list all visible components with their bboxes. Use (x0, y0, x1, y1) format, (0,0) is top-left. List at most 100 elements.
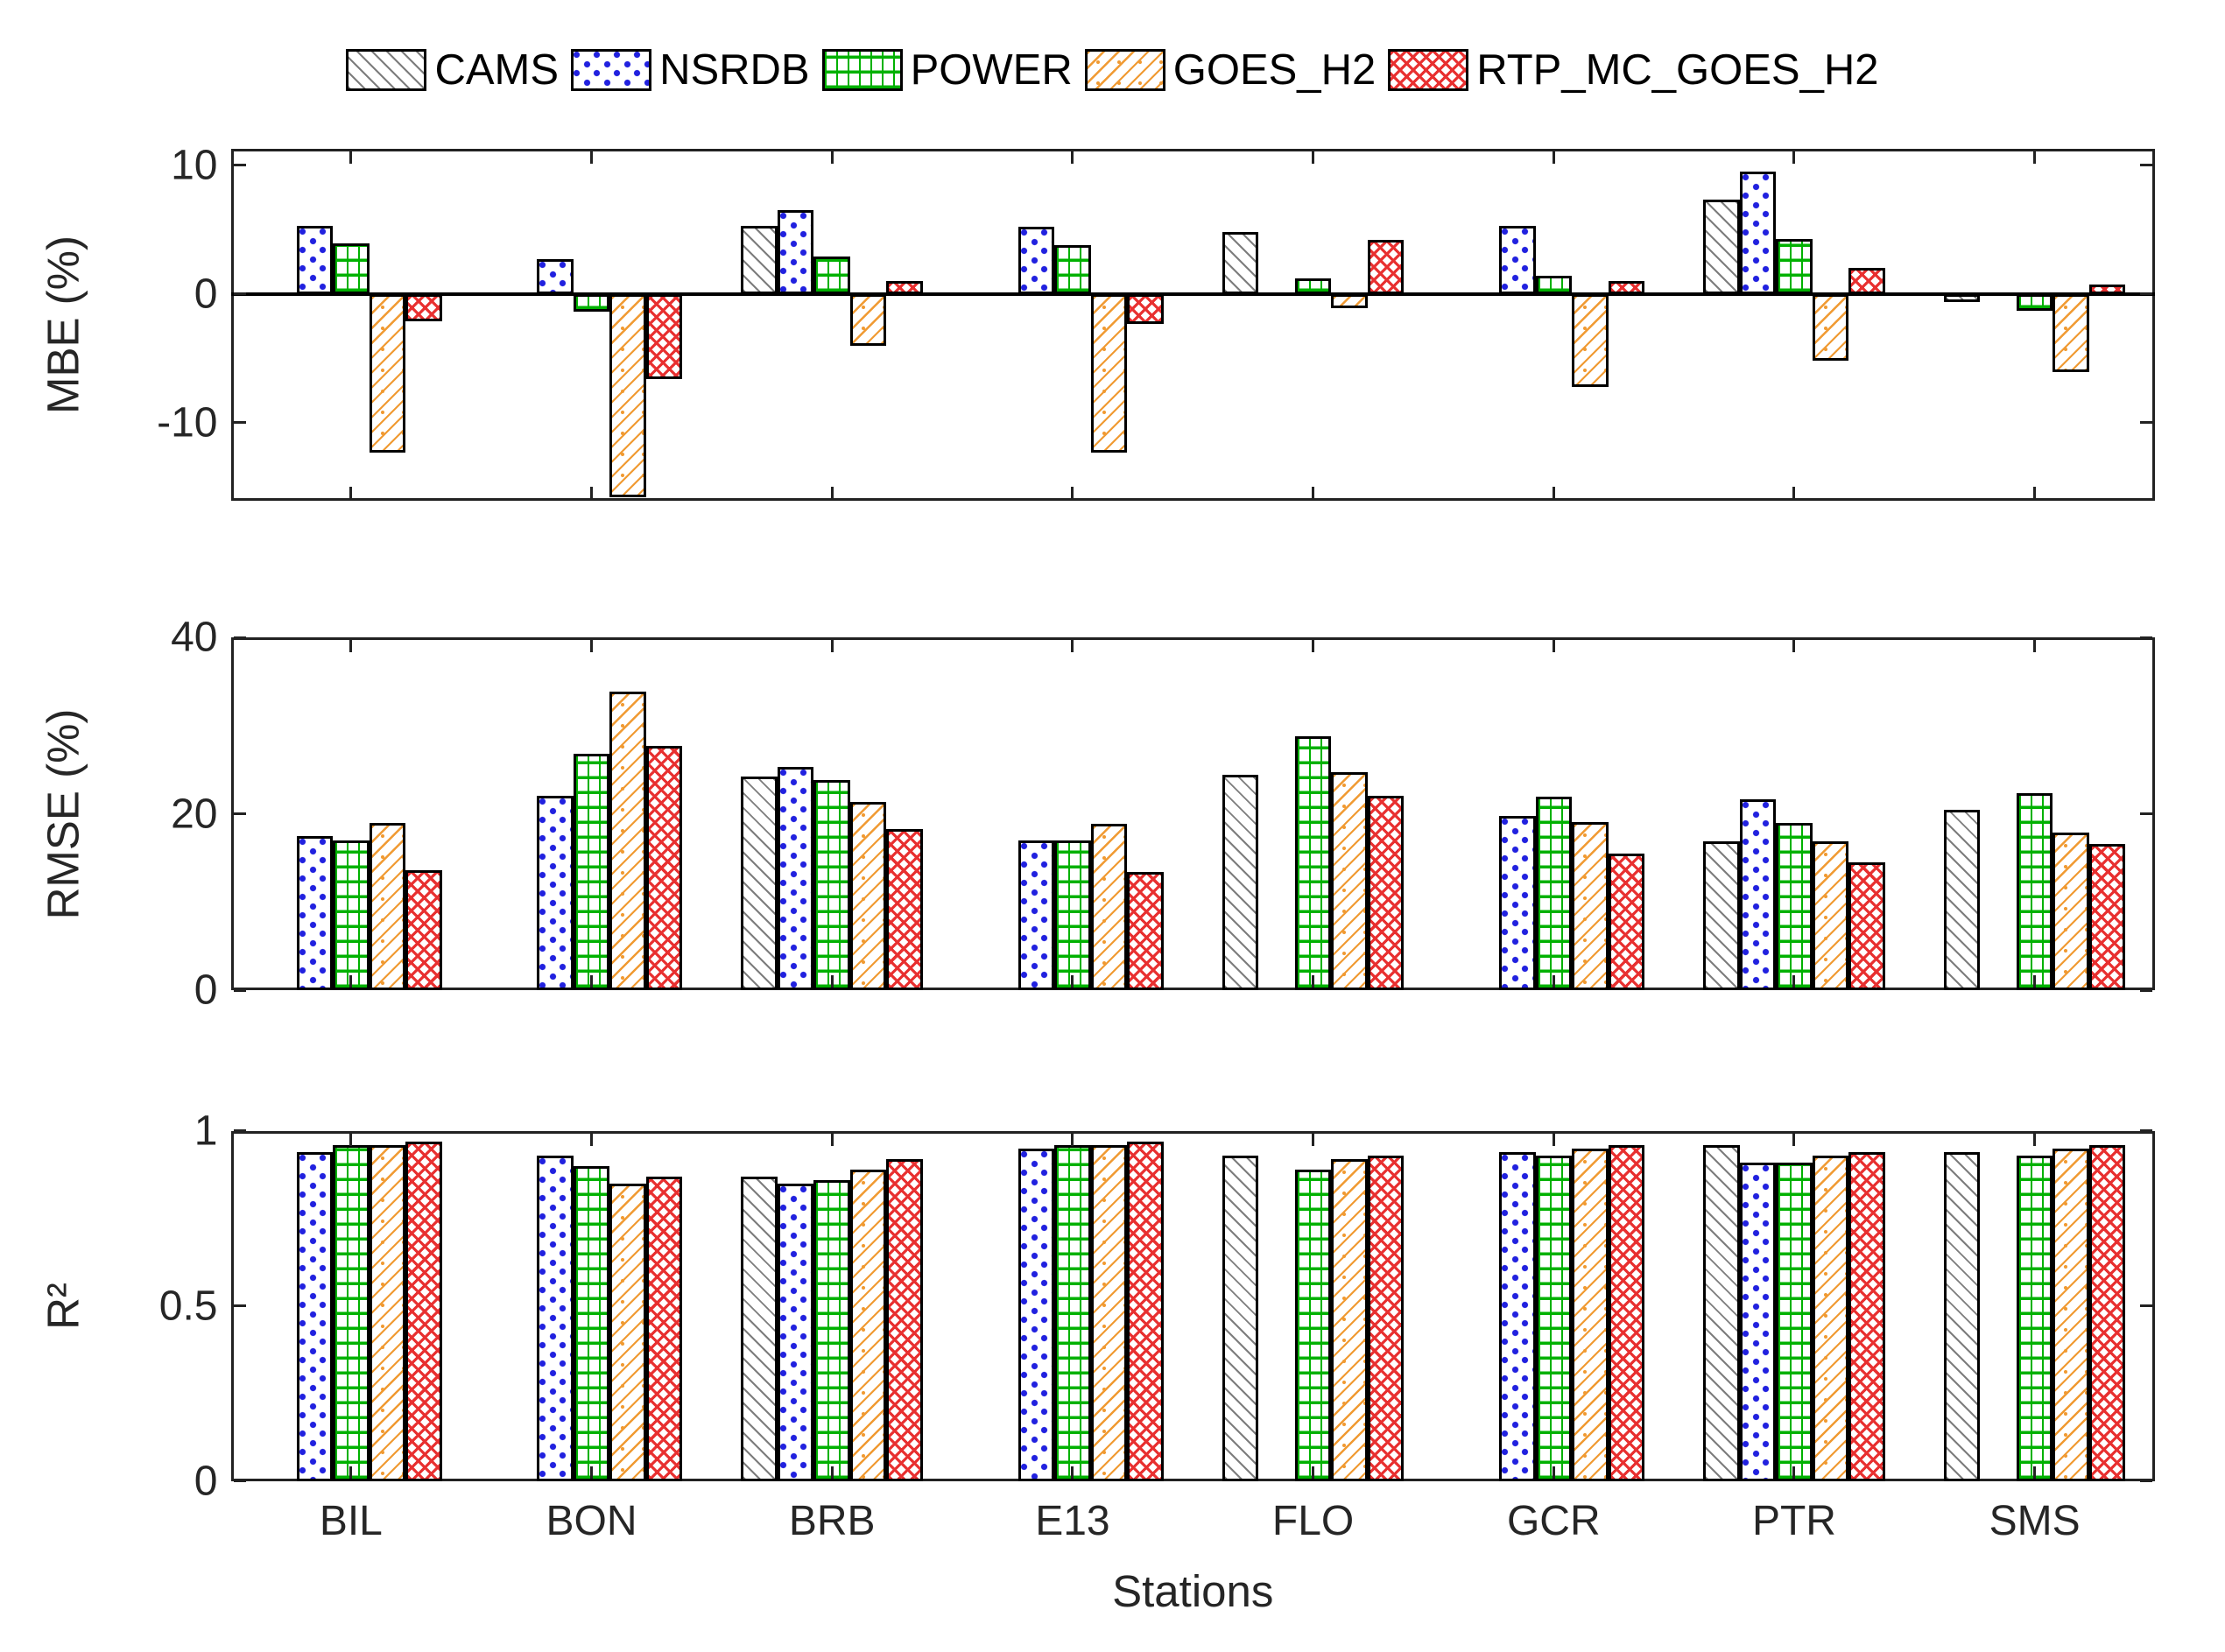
legend-label: RTP_MC_GOES_H2 (1476, 46, 1879, 94)
y-tick (233, 1480, 246, 1483)
bar-cams-sms (1943, 1151, 1981, 1481)
bar-nsrdb-brb (777, 210, 814, 294)
bar-nsrdb-gcr (1499, 815, 1536, 990)
bar-goes_h2-ptr (1812, 293, 1849, 362)
x-tick (349, 640, 353, 652)
bar-rtp_mc_goes_h2-flo (1367, 240, 1405, 294)
bar-goes_h2-e13 (1090, 823, 1128, 990)
bar-nsrdb-bil (296, 835, 334, 990)
bar-goes_h2-bil (369, 293, 406, 453)
y-tick (233, 812, 246, 815)
x-tick (349, 1133, 353, 1146)
bar-rtp_mc_goes_h2-bon (645, 1176, 683, 1481)
x-tick (1552, 151, 1555, 164)
y-tick (233, 421, 246, 425)
bar-power-bil (333, 243, 370, 294)
legend-item-goes-h2: GOES_H2 (1084, 46, 1376, 95)
station-tick-label: BIL (319, 1497, 383, 1544)
bar-power-flo (1294, 1169, 1332, 1481)
bar-goes_h2-ptr (1812, 1155, 1849, 1481)
bar-nsrdb-bon (537, 796, 574, 990)
x-tick (349, 1466, 353, 1479)
x-tick (590, 486, 594, 499)
bar-rtp_mc_goes_h2-flo (1367, 1155, 1405, 1481)
y-tick (2140, 164, 2152, 167)
bar-goes_h2-e13 (1090, 293, 1128, 453)
x-tick (1312, 1133, 1315, 1146)
nsrdb-swatch-icon (571, 49, 652, 91)
bar-power-bon (573, 753, 610, 990)
bar-power-sms (2016, 793, 2053, 990)
bar-nsrdb-bon (537, 259, 574, 294)
y-tick (2140, 292, 2152, 296)
bar-rtp_mc_goes_h2-brb (886, 828, 923, 990)
x-tick (590, 1133, 594, 1146)
legend-label: CAMS (434, 46, 560, 94)
x-tick (1071, 151, 1074, 164)
legend-item-power: POWER (821, 46, 1073, 95)
bar-goes_h2-sms (2052, 832, 2089, 990)
x-tick (590, 975, 594, 988)
legend-item-nsrdb: NSRDB (571, 46, 810, 95)
bar-goes_h2-gcr (1572, 821, 1609, 990)
station-tick-label: E13 (1035, 1497, 1110, 1544)
x-tick (2033, 1133, 2037, 1146)
x-tick (1312, 975, 1315, 988)
bar-goes_h2-flo (1331, 293, 1368, 308)
bar-rtp_mc_goes_h2-bon (645, 745, 683, 990)
bar-goes_h2-brb (849, 1169, 887, 1481)
mbe-plot-area (230, 148, 2155, 502)
bar-rtp_mc_goes_h2-e13 (1127, 1141, 1164, 1481)
bar-cams-brb (741, 225, 778, 294)
bar-cams-flo (1222, 1155, 1259, 1481)
bar-goes_h2-gcr (1572, 293, 1609, 387)
station-tick-label: SMS (1989, 1497, 2081, 1544)
bar-nsrdb-gcr (1499, 1151, 1536, 1481)
x-tick (1071, 1133, 1074, 1146)
y-tick-label: -10 (157, 399, 218, 446)
y-tick (2140, 988, 2152, 992)
legend-label: POWER (910, 46, 1073, 94)
power-swatch-icon (821, 49, 903, 91)
y-tick (233, 1304, 246, 1308)
bar-goes_h2-bon (609, 692, 646, 990)
bar-nsrdb-brb (777, 1183, 814, 1481)
x-tick (590, 640, 594, 652)
bar-nsrdb-bon (537, 1155, 574, 1481)
station-tick-label: GCR (1506, 1497, 1601, 1544)
bar-power-sms (2016, 293, 2053, 311)
bar-cams-flo (1222, 232, 1259, 294)
bar-rtp_mc_goes_h2-sms (2088, 843, 2126, 990)
legend-label: NSRDB (659, 46, 810, 94)
bar-power-brb (813, 780, 850, 990)
y-tick (2140, 1480, 2152, 1483)
bar-power-bon (573, 293, 610, 313)
x-tick (1552, 1133, 1555, 1146)
x-tick (1792, 1466, 1796, 1479)
y-tick-label: 0.5 (158, 1283, 218, 1330)
bar-nsrdb-ptr (1739, 1162, 1777, 1481)
x-tick (2033, 151, 2037, 164)
goes-h2-swatch-icon (1084, 49, 1165, 91)
bar-rtp_mc_goes_h2-bil (405, 869, 442, 990)
bar-power-e13 (1054, 840, 1091, 990)
x-tick (1552, 975, 1555, 988)
x-tick (349, 151, 353, 164)
x-tick (1071, 640, 1074, 652)
zero-line (230, 292, 2155, 296)
bar-power-gcr (1535, 276, 1573, 294)
bar-rtp_mc_goes_h2-e13 (1127, 293, 1164, 324)
bar-power-sms (2016, 1155, 2053, 1481)
bar-power-e13 (1054, 244, 1091, 294)
station-tick-label: BRB (788, 1497, 876, 1544)
mbe-y-axis-label: MBE (%) (38, 235, 88, 415)
x-tick (1552, 640, 1555, 652)
x-tick (590, 1466, 594, 1479)
bar-cams-ptr (1703, 1144, 1740, 1481)
bar-rtp_mc_goes_h2-gcr (1608, 853, 1645, 990)
bar-power-bil (333, 1144, 370, 1481)
y-tick (2140, 812, 2152, 815)
bar-goes_h2-bon (609, 1183, 646, 1481)
y-tick (233, 636, 246, 639)
